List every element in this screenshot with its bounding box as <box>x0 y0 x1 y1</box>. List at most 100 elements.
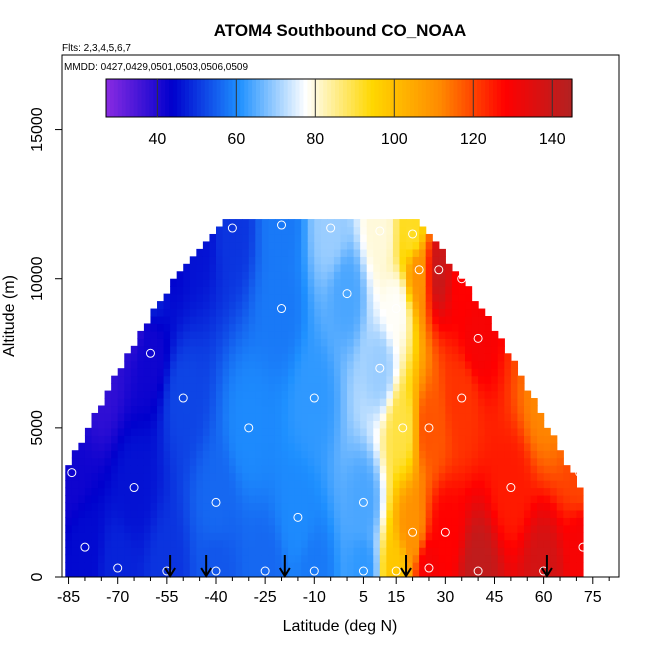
heatmap-cell <box>373 360 381 369</box>
heatmap-cell <box>438 517 446 526</box>
heatmap-cell <box>497 338 505 347</box>
heatmap-cell <box>202 278 211 287</box>
heatmap-cell <box>104 517 112 526</box>
heatmap-cell <box>550 554 558 563</box>
heatmap-cell <box>255 316 263 325</box>
heatmap-cell <box>465 450 473 459</box>
heatmap-cell <box>137 360 145 369</box>
heatmap-cell <box>406 360 414 369</box>
heatmap-cell <box>261 465 270 474</box>
heatmap-cell <box>255 248 263 257</box>
heatmap-cell <box>445 435 453 444</box>
x-tick-label: 30 <box>436 589 454 606</box>
heatmap-cell <box>268 316 276 325</box>
heatmap-cell <box>65 547 73 556</box>
heatmap-cell <box>150 502 158 511</box>
heatmap-cell <box>510 435 519 444</box>
heatmap-cell <box>465 562 473 571</box>
heatmap-cell <box>255 301 263 310</box>
heatmap-cell <box>406 442 414 451</box>
heatmap-cell <box>399 368 407 377</box>
heatmap-cell <box>176 360 184 369</box>
heatmap-cell <box>261 412 270 421</box>
colorbar-segment <box>394 79 399 117</box>
heatmap-cell <box>484 412 492 421</box>
colorbar: 40 60 80 100 120 140 <box>105 78 573 148</box>
heatmap-cell <box>412 524 420 533</box>
profile-point <box>129 483 139 493</box>
heatmap-cell <box>550 457 558 466</box>
heatmap-cell <box>157 412 165 421</box>
heatmap-cell <box>333 524 342 533</box>
heatmap-cell <box>143 487 152 496</box>
heatmap-cell <box>91 539 99 548</box>
heatmap-cell <box>386 390 394 399</box>
heatmap-cell <box>465 345 473 354</box>
heatmap-cell <box>569 494 578 504</box>
heatmap-cell <box>235 226 243 235</box>
heatmap-cell <box>78 509 86 518</box>
heatmap-cell <box>104 472 112 481</box>
heatmap-cell <box>517 442 525 451</box>
heatmap-cell <box>314 554 322 563</box>
heatmap-cell <box>117 420 125 429</box>
heatmap-cell <box>556 465 564 474</box>
heatmap-cell <box>229 293 237 302</box>
heatmap-cell <box>91 547 99 556</box>
profile-point <box>67 289 77 299</box>
profile-point <box>309 393 319 403</box>
heatmap-cell <box>406 435 414 444</box>
heatmap-cell <box>150 330 158 339</box>
heatmap-cell <box>412 316 420 325</box>
heatmap-cell <box>458 338 466 347</box>
heatmap-cell <box>543 457 551 466</box>
heatmap-cell <box>510 562 519 571</box>
heatmap-cell <box>124 539 132 548</box>
heatmap-cell <box>84 554 93 563</box>
heatmap-cell <box>307 494 315 504</box>
heatmap-cell <box>537 524 545 533</box>
heatmap-cell <box>373 308 381 317</box>
heatmap-cell <box>274 547 283 556</box>
heatmap-cell <box>406 547 414 556</box>
heatmap-cell <box>451 509 460 518</box>
colorbar-segment <box>232 79 237 117</box>
heatmap-cell <box>333 517 342 526</box>
heatmap-cell <box>510 547 519 556</box>
profile-point <box>440 527 450 537</box>
heatmap-cell <box>143 435 152 444</box>
heatmap-cell <box>347 301 355 310</box>
heatmap-cell <box>386 509 394 518</box>
heatmap-cell <box>261 263 270 272</box>
heatmap-cell <box>235 271 243 280</box>
heatmap-cell <box>353 233 361 243</box>
heatmap-cell <box>419 524 427 533</box>
heatmap-cell <box>222 420 230 429</box>
heatmap-cell <box>143 547 152 556</box>
colorbar-segment <box>481 79 486 117</box>
heatmap-cell <box>366 435 374 444</box>
heatmap-cell <box>392 278 401 287</box>
heatmap-cell <box>517 494 525 504</box>
heatmap-cell <box>255 219 263 228</box>
heatmap-cell <box>373 442 381 451</box>
heatmap-cell <box>484 375 492 384</box>
heatmap-cell <box>307 532 315 541</box>
heatmap-cell <box>98 405 106 414</box>
heatmap-cell <box>163 480 171 489</box>
heatmap-cell <box>215 375 224 384</box>
heatmap-cell <box>137 562 145 571</box>
heatmap-cell <box>347 405 355 414</box>
heatmap-cell <box>307 554 315 563</box>
heatmap-cell <box>523 487 532 496</box>
heatmap-cell <box>124 502 132 511</box>
heatmap-cell <box>229 248 237 257</box>
heatmap-cell <box>517 450 525 459</box>
profile-point <box>145 283 155 293</box>
heatmap-cell <box>183 405 191 414</box>
heatmap-cell <box>71 487 79 496</box>
heatmap-cell <box>543 465 551 474</box>
heatmap-cell <box>130 412 138 421</box>
heatmap-cell <box>360 435 368 444</box>
heatmap-cell <box>202 375 211 384</box>
